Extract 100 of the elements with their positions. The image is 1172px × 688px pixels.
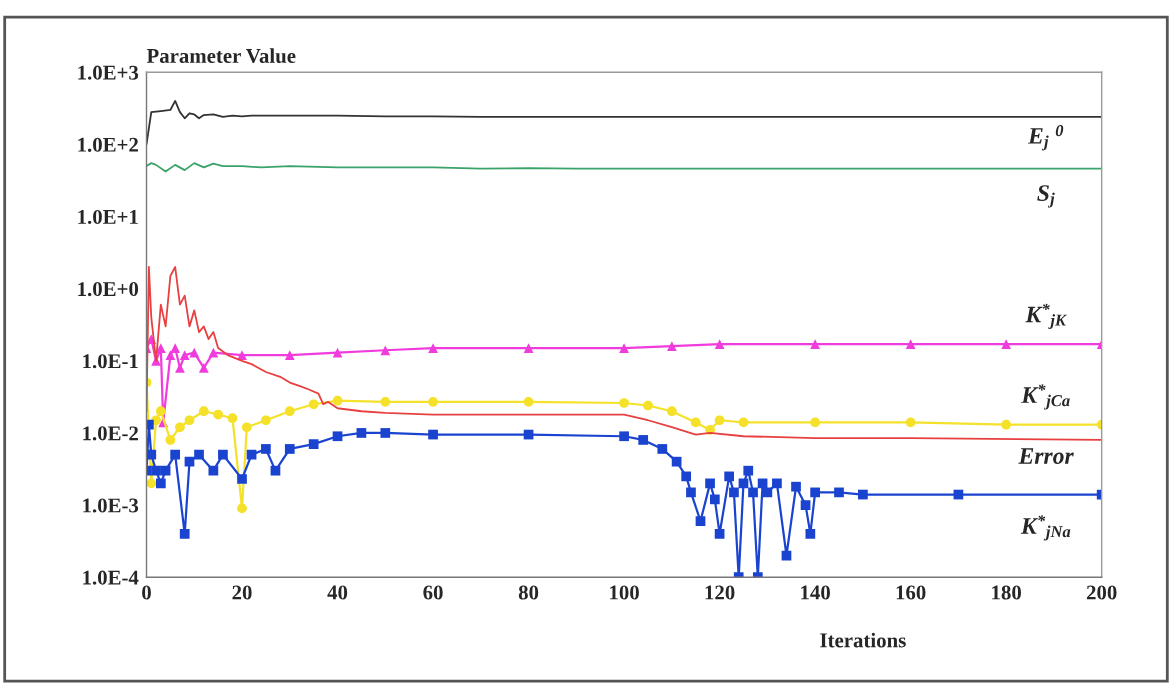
point xyxy=(666,341,677,351)
series-label: K$^{*}$$_{jK}$ xyxy=(1025,303,1067,330)
point xyxy=(218,449,228,460)
point xyxy=(714,415,725,426)
point xyxy=(213,409,223,420)
series-label: S$_{j}$ xyxy=(1037,185,1055,208)
point xyxy=(284,444,295,454)
series-label: K$^{*}$$_{jCa}$ xyxy=(1021,384,1070,410)
point xyxy=(772,478,782,489)
point xyxy=(194,449,204,460)
point xyxy=(179,528,190,539)
x-tick-label: 40 xyxy=(327,585,348,600)
point xyxy=(523,343,534,353)
point xyxy=(308,399,319,410)
point xyxy=(208,347,219,358)
point xyxy=(657,444,668,454)
point xyxy=(198,406,209,417)
point xyxy=(643,400,653,411)
point xyxy=(800,500,811,510)
point xyxy=(428,429,438,440)
point xyxy=(428,396,438,407)
point xyxy=(155,406,166,417)
point xyxy=(905,339,916,350)
point xyxy=(261,415,271,426)
x-tick-label: 160 xyxy=(896,585,926,600)
point xyxy=(743,465,754,476)
series-label: E$_{j}$ $^{0}$ xyxy=(1027,125,1064,151)
series-label: Error xyxy=(1018,448,1074,464)
x-tick-label: 60 xyxy=(423,585,443,600)
point xyxy=(810,417,820,428)
point xyxy=(858,489,868,500)
point xyxy=(705,478,715,489)
point xyxy=(165,435,176,445)
point xyxy=(709,494,720,505)
x-tick-label: 120 xyxy=(705,585,735,600)
point xyxy=(724,471,735,482)
y-tick-label: 1.0E-2 xyxy=(83,426,138,441)
point xyxy=(380,345,391,356)
point xyxy=(619,343,629,353)
point xyxy=(714,528,725,539)
point xyxy=(246,449,257,460)
point xyxy=(671,456,682,467)
point xyxy=(1001,339,1012,350)
point xyxy=(695,516,706,526)
point xyxy=(738,417,749,428)
x-tick-label: 140 xyxy=(801,585,830,600)
x-tick-label: 0 xyxy=(142,585,151,600)
point xyxy=(332,395,343,406)
point xyxy=(189,347,200,358)
point xyxy=(805,528,816,539)
point xyxy=(270,465,281,476)
y-tick-label: 1.0E-3 xyxy=(83,498,139,513)
point xyxy=(834,487,844,498)
point xyxy=(810,487,820,498)
point xyxy=(729,487,739,498)
x-tick-label: 20 xyxy=(232,585,252,600)
point xyxy=(638,435,649,445)
y-tick-label: 1.0E+0 xyxy=(78,282,139,297)
y-tick-label: 1.0E-1 xyxy=(83,354,138,369)
x-tick-label: 180 xyxy=(992,585,1021,600)
point xyxy=(179,350,190,360)
y-tick-label: 1.0E-4 xyxy=(83,570,139,585)
point xyxy=(748,487,758,498)
y-tick-label: 1.0E+1 xyxy=(78,209,138,225)
point xyxy=(681,471,692,482)
point xyxy=(184,456,195,467)
series-label: K$^{*}$$_{jNa}$ xyxy=(1020,515,1071,541)
point xyxy=(160,465,171,476)
point xyxy=(284,350,295,360)
point xyxy=(905,417,916,428)
point xyxy=(175,362,185,373)
point xyxy=(237,350,247,360)
y-tick-label: 1.0E+3 xyxy=(78,65,139,80)
point xyxy=(261,444,271,454)
point xyxy=(666,406,677,417)
point xyxy=(237,474,247,484)
point xyxy=(227,413,238,424)
point xyxy=(155,478,166,489)
point xyxy=(686,487,696,498)
point xyxy=(619,398,629,408)
point xyxy=(308,439,319,449)
point xyxy=(151,465,161,476)
point xyxy=(714,339,725,350)
point xyxy=(146,478,157,489)
point xyxy=(1001,419,1012,430)
y-tick-label: 1.0E+2 xyxy=(78,137,138,152)
point xyxy=(208,465,219,476)
point xyxy=(810,339,820,350)
x-tick-label: 100 xyxy=(610,585,639,600)
x-axis-title: Iterations xyxy=(820,632,906,648)
point xyxy=(165,350,176,360)
point xyxy=(356,428,367,438)
point xyxy=(428,343,438,353)
line-series xyxy=(146,266,1102,441)
point xyxy=(184,415,195,426)
point xyxy=(284,406,295,417)
point xyxy=(170,449,181,460)
point xyxy=(690,417,701,428)
point xyxy=(237,503,247,514)
point xyxy=(380,396,391,407)
